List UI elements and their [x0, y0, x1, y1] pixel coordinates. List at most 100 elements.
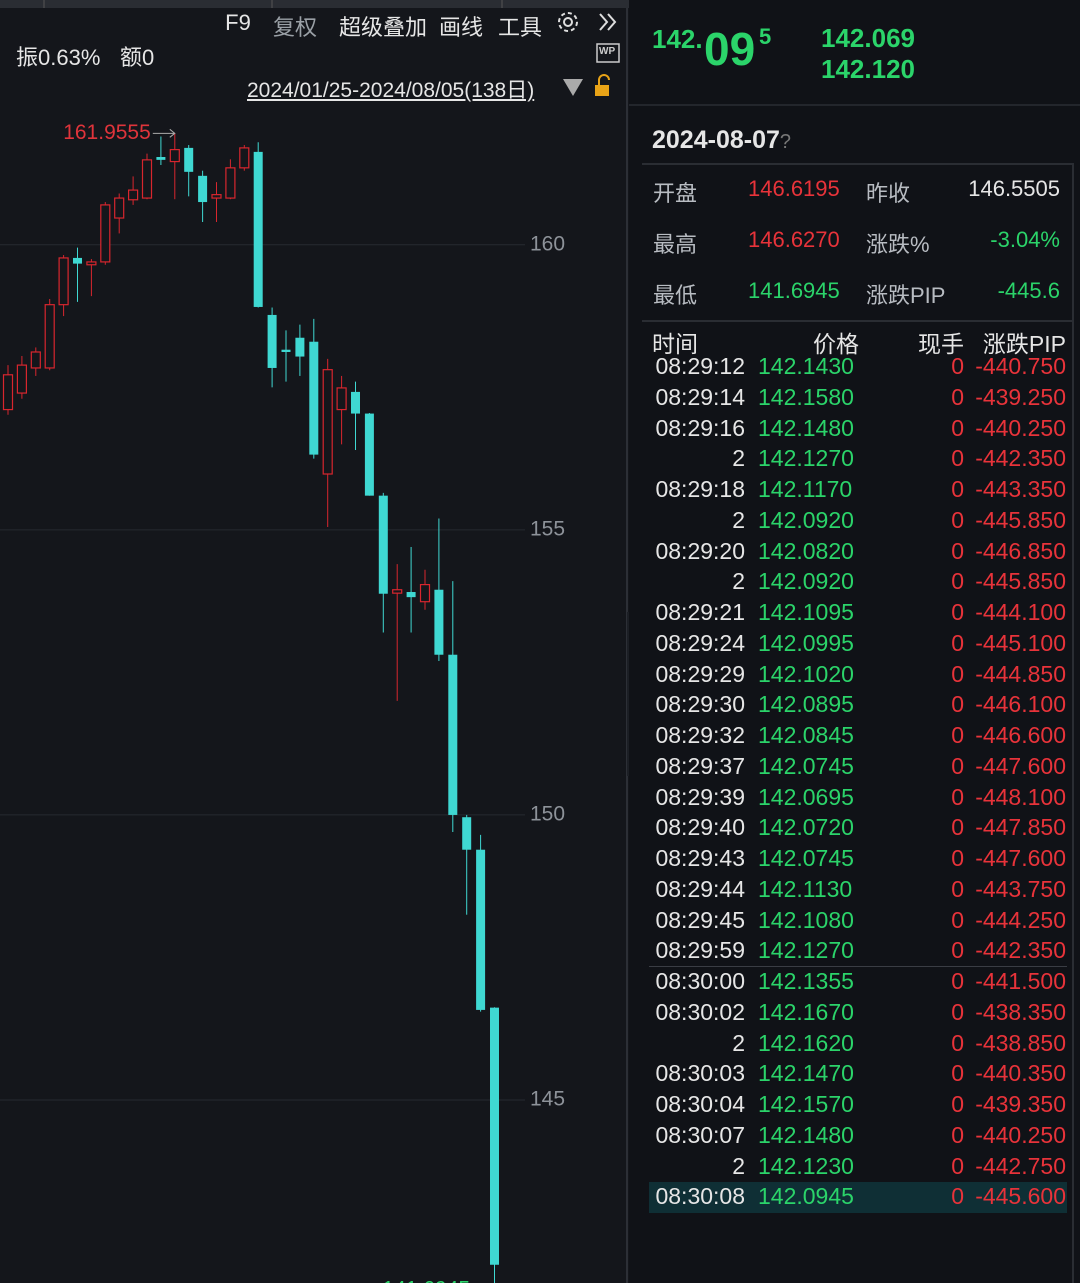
tick-change: -444.100 — [975, 599, 1066, 625]
toolbar-item[interactable]: 超级叠加 — [338, 15, 428, 40]
tick-volume: 0 — [951, 845, 964, 871]
tick-change: -446.100 — [975, 691, 1066, 718]
low-label: 141.6945 — [382, 1278, 470, 1283]
wp-icon[interactable] — [596, 43, 620, 63]
candle-body — [128, 189, 139, 201]
tick-time: 08:29:20 — [655, 537, 745, 564]
tick-price: 142.1430 — [758, 353, 854, 379]
field-value: 141.6945 — [748, 278, 840, 303]
candle-body — [419, 584, 431, 603]
tick-change: -441.500 — [975, 968, 1066, 994]
tick-time: 08:29:45 — [655, 906, 745, 933]
tick-time: 08:29:59 — [655, 937, 745, 964]
tick-volume: 0 — [951, 875, 964, 902]
lock-icon[interactable] — [595, 74, 610, 96]
tick-change: -440.350 — [975, 1060, 1066, 1087]
candle-body — [239, 147, 250, 169]
expand-icon[interactable] — [599, 13, 617, 31]
candle-body — [156, 157, 166, 160]
toolbar-item[interactable]: 画线 — [438, 15, 484, 40]
tick-change: -448.100 — [975, 783, 1066, 810]
candle-body — [86, 261, 97, 266]
bid: 142.069 — [821, 23, 915, 53]
ask: 142.120 — [821, 54, 915, 84]
field-value: 146.5505 — [968, 176, 1060, 201]
toolbar-item[interactable]: 工具 — [497, 15, 543, 40]
candle-body — [30, 351, 41, 369]
tick-price: 142.0945 — [758, 1183, 854, 1210]
candle-body — [476, 849, 486, 1010]
settings-icon[interactable] — [558, 12, 578, 32]
candle-body — [141, 159, 153, 199]
tick-price: 142.1580 — [758, 383, 854, 410]
tick-change: -444.850 — [975, 660, 1066, 687]
candle-body — [336, 387, 347, 411]
field-value: 146.6195 — [748, 176, 840, 201]
tick-time: 08:29:18 — [655, 476, 745, 502]
tick-price: 142.1080 — [758, 906, 854, 933]
tick-volume: 0 — [951, 998, 964, 1025]
tick-time: 08:30:04 — [655, 1091, 745, 1117]
candle-body — [295, 337, 305, 357]
candle-body — [198, 175, 208, 203]
tick-price: 142.0720 — [758, 814, 854, 841]
tick-change: -444.250 — [975, 906, 1066, 933]
tick-change: -446.600 — [975, 722, 1066, 748]
tick-volume: 0 — [951, 1091, 964, 1117]
tick-price: 142.1020 — [758, 660, 854, 687]
toolbar-item[interactable]: 复权 — [272, 15, 318, 40]
tick-change: -447.600 — [975, 845, 1066, 871]
tick-change: -440.250 — [975, 414, 1066, 441]
toolbar-item[interactable]: F9 — [225, 10, 251, 35]
tick-volume: 0 — [951, 568, 964, 595]
tick-time: 08:29:29 — [655, 660, 745, 687]
tick-time: 08:29:40 — [655, 814, 745, 841]
help[interactable]: ? — [779, 131, 792, 153]
tick-time: 2 — [732, 568, 745, 595]
kline-chart: 145 150 155 160 161.9555 141.6945 — [0, 0, 629, 1283]
tick-change: -442.350 — [975, 937, 1066, 964]
tick-volume: 0 — [951, 783, 964, 810]
tick-time: 08:29:44 — [655, 875, 745, 902]
y-tick-label: 155 — [530, 517, 565, 540]
tick-time: 08:29:32 — [655, 722, 745, 748]
tick-change: -445.850 — [975, 506, 1066, 533]
tick-time: 08:30:02 — [655, 998, 745, 1025]
candle-body — [100, 204, 111, 263]
range-dropdown[interactable] — [563, 79, 583, 96]
tick-price: 142.0995 — [758, 629, 854, 656]
column-header: 价格 — [813, 331, 859, 357]
tick-time: 2 — [732, 506, 745, 533]
tick-volume: 0 — [951, 476, 964, 502]
candle-body — [281, 349, 291, 352]
candle-body — [114, 197, 125, 219]
tick-price: 142.1170 — [758, 476, 853, 502]
tick-volume: 0 — [951, 629, 964, 656]
tick-price: 142.0820 — [758, 537, 854, 564]
candle-body — [267, 314, 277, 368]
tick-change: -445.600 — [975, 1183, 1066, 1210]
tick-price: 142.0745 — [758, 845, 854, 871]
tick-change: -447.600 — [975, 752, 1066, 779]
tick-time: 2 — [732, 445, 745, 472]
tick-volume: 0 — [951, 1183, 964, 1210]
tick-time: 08:30:07 — [655, 1121, 745, 1148]
candle-body — [434, 589, 444, 655]
candle-body — [406, 592, 416, 598]
tick-volume: 0 — [951, 353, 964, 379]
tick-volume: 0 — [951, 1029, 964, 1056]
candle-body — [253, 151, 263, 307]
date-range[interactable]: 2024/01/25-2024/08/05(138日) — [247, 79, 535, 102]
collapse-handle[interactable] — [627, 612, 629, 776]
candle-body — [169, 149, 180, 163]
tick-price: 142.1470 — [758, 1060, 854, 1087]
tick-change: -445.850 — [975, 568, 1066, 595]
tick-change: -439.350 — [975, 1091, 1066, 1117]
date: 2024-08-07? — [652, 126, 791, 155]
high-arrow — [152, 128, 176, 138]
candle-body — [16, 364, 27, 394]
top-strip — [0, 0, 629, 8]
date-text: 2024-08-07 — [652, 126, 780, 154]
tick-price: 142.1620 — [758, 1029, 854, 1056]
candle-body — [225, 167, 236, 199]
